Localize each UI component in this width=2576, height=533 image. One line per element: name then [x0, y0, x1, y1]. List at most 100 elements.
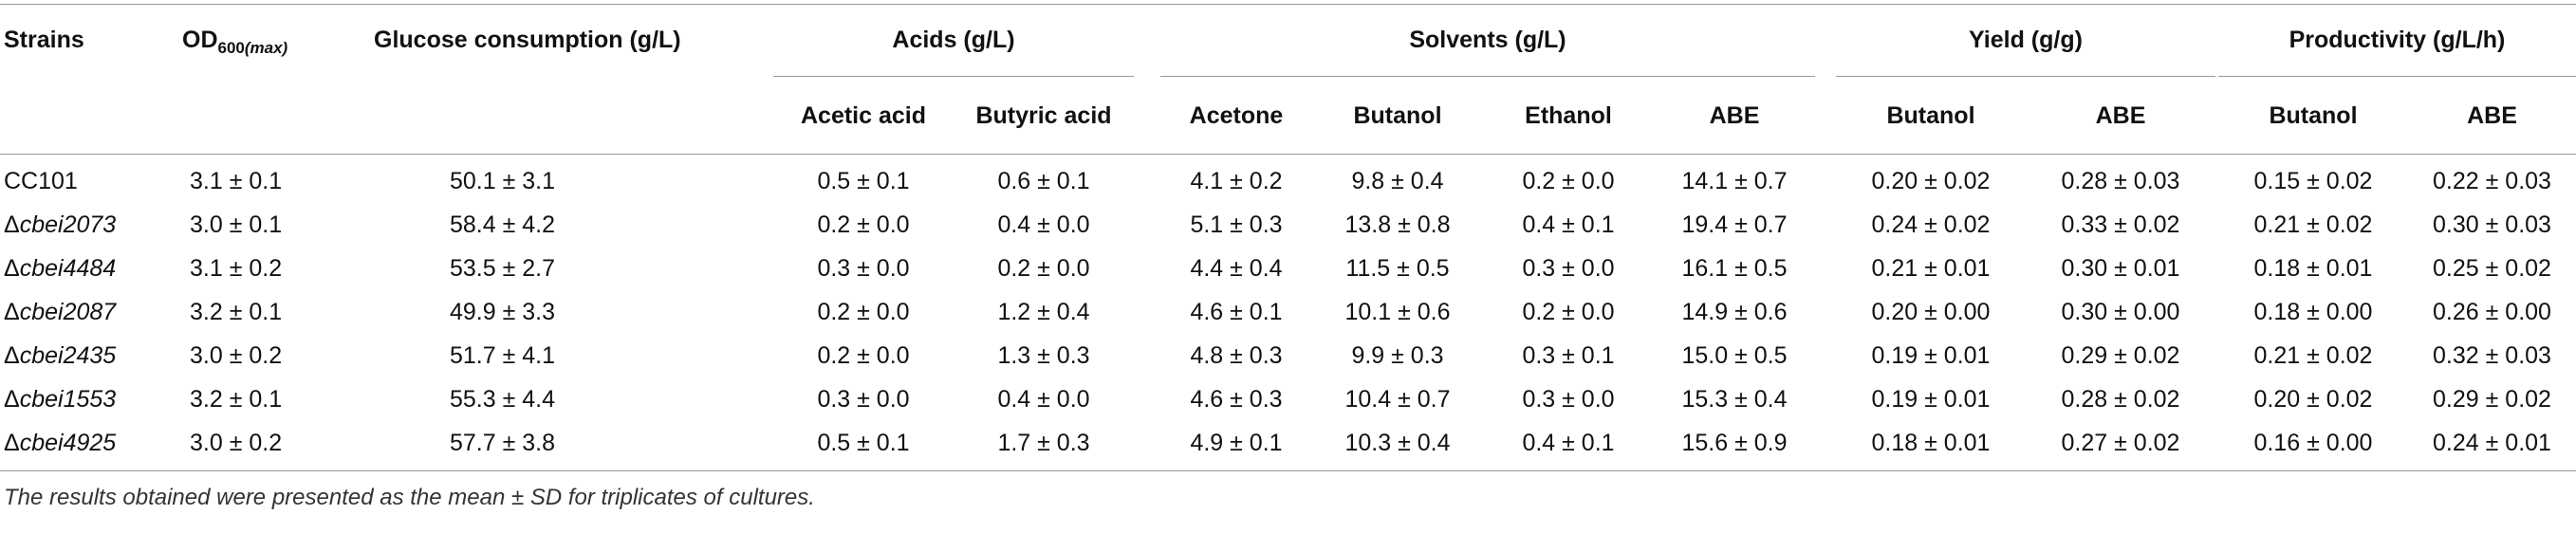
header-od-main: OD [182, 27, 218, 53]
strain-cell: Δcbei2435 [4, 341, 116, 370]
yield-span-rule [1836, 76, 2215, 77]
header-acids: Acids (g/L) [892, 27, 1015, 53]
strain-cell: Δcbei4484 [4, 254, 116, 283]
header-yield: Yield (g/g) [1969, 27, 2083, 53]
strain-name: cbei2087 [19, 299, 117, 325]
value-cell: 0.4 ± 0.0 [997, 386, 1090, 413]
value-cell: 0.29 ± 0.02 [2433, 386, 2551, 413]
value-cell: 0.16 ± 0.00 [2253, 430, 2373, 456]
value-cell: 0.2 ± 0.0 [1522, 168, 1615, 194]
value-cell: 19.4 ± 0.7 [1681, 211, 1788, 238]
value-cell: 0.3 ± 0.1 [1522, 342, 1615, 369]
strain-name: cbei1553 [19, 386, 117, 413]
value-cell: 0.30 ± 0.03 [2433, 211, 2551, 238]
value-cell: 0.18 ± 0.01 [2253, 255, 2373, 282]
value-cell: 15.6 ± 0.9 [1681, 430, 1788, 456]
value-cell: 0.3 ± 0.0 [817, 255, 910, 282]
header-od-sub: 600(max) [217, 39, 288, 57]
value-cell: 10.4 ± 0.7 [1344, 386, 1451, 413]
strain-name: cbei4484 [19, 255, 117, 282]
header-od: OD600(max) [182, 26, 287, 63]
subheader-yield-butanol: Butanol [1886, 102, 1975, 129]
value-cell: 15.0 ± 0.5 [1681, 342, 1788, 369]
value-cell: 0.25 ± 0.02 [2433, 255, 2551, 282]
value-cell: 0.5 ± 0.1 [817, 430, 910, 456]
value-cell: 3.2 ± 0.1 [190, 386, 283, 413]
strain-cell: CC101 [4, 167, 78, 195]
value-cell: 0.30 ± 0.01 [2061, 255, 2180, 282]
value-cell: 14.9 ± 0.6 [1681, 299, 1788, 325]
strain-cell: Δcbei4925 [4, 429, 116, 457]
header-bottom-rule [0, 154, 2576, 155]
value-cell: 0.19 ± 0.01 [1871, 386, 1991, 413]
value-cell: 10.1 ± 0.6 [1344, 299, 1451, 325]
value-cell: 0.21 ± 0.02 [2253, 211, 2373, 238]
subheader-prod-butanol: Butanol [2269, 102, 2358, 129]
value-cell: 3.0 ± 0.2 [190, 342, 283, 369]
strain-prefix: Δ [4, 211, 20, 238]
value-cell: 9.9 ± 0.3 [1351, 342, 1444, 369]
value-cell: 4.8 ± 0.3 [1190, 342, 1283, 369]
value-cell: 3.2 ± 0.1 [190, 299, 283, 325]
value-cell: 49.9 ± 3.3 [450, 299, 556, 325]
value-cell: 1.3 ± 0.3 [997, 342, 1090, 369]
value-cell: 4.9 ± 0.1 [1190, 430, 1283, 456]
strain-name: cbei2435 [19, 342, 117, 369]
strain-name: cbei2073 [19, 211, 117, 238]
value-cell: 3.0 ± 0.2 [190, 430, 283, 456]
value-cell: 0.20 ± 0.02 [1871, 168, 1991, 194]
value-cell: 51.7 ± 4.1 [450, 342, 556, 369]
value-cell: 0.6 ± 0.1 [997, 168, 1090, 194]
value-cell: 16.1 ± 0.5 [1681, 255, 1788, 282]
header-strains: Strains [4, 27, 84, 53]
value-cell: 0.21 ± 0.01 [1871, 255, 1991, 282]
subheader-abe: ABE [1709, 102, 1760, 129]
solvents-span-rule [1160, 76, 1815, 77]
value-cell: 0.4 ± 0.1 [1522, 211, 1615, 238]
value-cell: 15.3 ± 0.4 [1681, 386, 1788, 413]
value-cell: 0.3 ± 0.0 [1522, 255, 1615, 282]
value-cell: 1.7 ± 0.3 [997, 430, 1090, 456]
value-cell: 14.1 ± 0.7 [1681, 168, 1788, 194]
strain-prefix: Δ [4, 255, 20, 282]
value-cell: 0.2 ± 0.0 [817, 342, 910, 369]
value-cell: 0.4 ± 0.0 [997, 211, 1090, 238]
header-productivity: Productivity (g/L/h) [2289, 27, 2506, 53]
value-cell: 3.1 ± 0.2 [190, 255, 283, 282]
value-cell: 0.4 ± 0.1 [1522, 430, 1615, 456]
value-cell: 1.2 ± 0.4 [997, 299, 1090, 325]
value-cell: 3.0 ± 0.1 [190, 211, 283, 238]
value-cell: 0.2 ± 0.0 [997, 255, 1090, 282]
strain-cell: Δcbei2087 [4, 298, 116, 326]
strain-cell: Δcbei1553 [4, 385, 116, 414]
value-cell: 0.20 ± 0.02 [2253, 386, 2373, 413]
value-cell: 0.2 ± 0.0 [817, 299, 910, 325]
value-cell: 55.3 ± 4.4 [450, 386, 556, 413]
value-cell: 0.2 ± 0.0 [1522, 299, 1615, 325]
value-cell: 0.27 ± 0.02 [2061, 430, 2180, 456]
value-cell: 0.5 ± 0.1 [817, 168, 910, 194]
value-cell: 0.32 ± 0.03 [2433, 342, 2551, 369]
subheader-prod-abe: ABE [2467, 102, 2517, 129]
value-cell: 0.30 ± 0.00 [2061, 299, 2180, 325]
value-cell: 11.5 ± 0.5 [1345, 255, 1450, 282]
subheader-acetic: Acetic acid [800, 102, 926, 129]
subheader-butanol: Butanol [1353, 102, 1442, 129]
acids-span-rule [773, 76, 1134, 77]
strain-prefix: Δ [4, 386, 20, 413]
value-cell: 57.7 ± 3.8 [450, 430, 556, 456]
strain-name: cbei4925 [19, 430, 117, 456]
value-cell: 5.1 ± 0.3 [1190, 211, 1283, 238]
value-cell: 0.26 ± 0.00 [2433, 299, 2551, 325]
value-cell: 0.24 ± 0.02 [1871, 211, 1991, 238]
subheader-yield-abe: ABE [2095, 102, 2146, 129]
value-cell: 0.21 ± 0.02 [2253, 342, 2373, 369]
value-cell: 0.3 ± 0.0 [1522, 386, 1615, 413]
value-cell: 0.22 ± 0.03 [2433, 168, 2551, 194]
value-cell: 4.1 ± 0.2 [1190, 168, 1283, 194]
value-cell: 13.8 ± 0.8 [1344, 211, 1451, 238]
value-cell: 0.2 ± 0.0 [817, 211, 910, 238]
table-bottom-rule [0, 470, 2576, 471]
strain-name: CC101 [4, 168, 78, 194]
value-cell: 0.28 ± 0.03 [2061, 168, 2180, 194]
